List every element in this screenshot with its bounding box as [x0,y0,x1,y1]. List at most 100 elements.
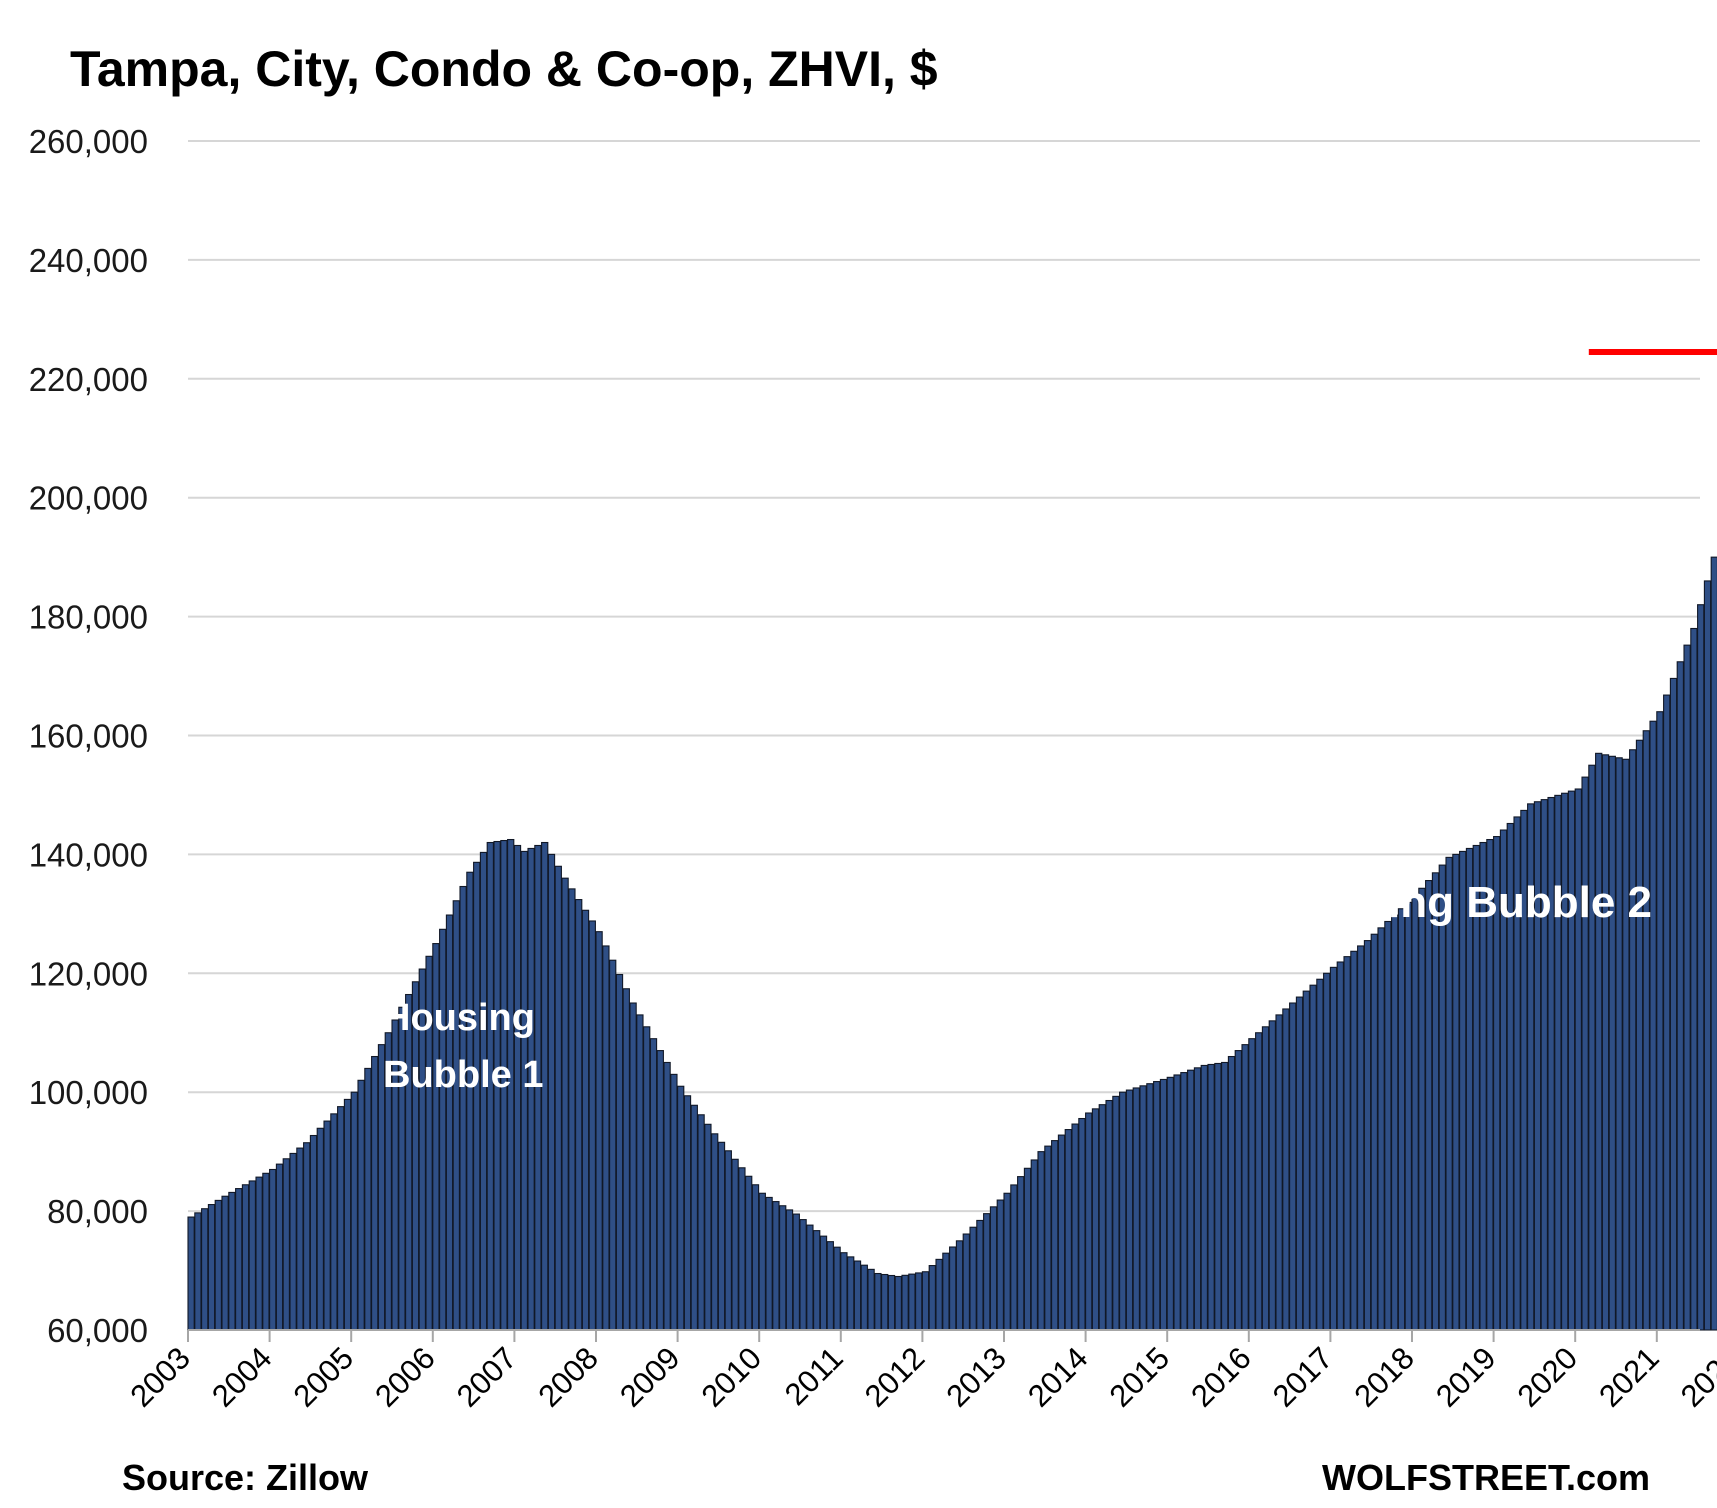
bar [309,1134,318,1331]
bar [1350,950,1358,1331]
bar [1180,1072,1188,1331]
x-tick-label: 2006 [368,1340,442,1414]
bar [1221,1061,1229,1331]
bar [1629,749,1637,1331]
bar [1207,1063,1215,1331]
bar [1159,1078,1168,1331]
bar [1234,1050,1242,1331]
bar [547,853,556,1331]
bar [1166,1076,1174,1331]
bar [1261,1026,1270,1331]
bar [738,1167,746,1331]
y-tick-label: 80,000 [47,1193,148,1230]
bar [1710,556,1717,1331]
bar [1316,978,1324,1331]
bar [1003,1192,1011,1331]
bar [1119,1091,1127,1331]
bar [649,1038,658,1331]
y-tick-label: 260,000 [29,123,148,160]
x-tick-label: 2004 [205,1340,279,1414]
bar [745,1175,753,1331]
bar [201,1208,209,1331]
y-tick-label: 240,000 [29,242,148,279]
bar [731,1158,739,1331]
bar [1384,920,1392,1331]
bar [1642,730,1650,1331]
bar [670,1073,678,1331]
bar [1241,1044,1249,1331]
bar [221,1195,229,1331]
bar [1574,788,1582,1331]
bar [629,1002,637,1331]
bar [969,1226,977,1331]
bar [1173,1074,1181,1331]
bar [989,1206,998,1331]
bar [1329,966,1338,1331]
x-tick-label: 2007 [450,1340,524,1414]
bar [1615,757,1623,1331]
bar [235,1188,243,1331]
bar [248,1180,256,1331]
y-tick-label: 160,000 [29,718,148,755]
bar [364,1067,372,1331]
x-tick-label: 2008 [531,1340,605,1414]
bar [1255,1032,1263,1331]
x-tick-label: 2015 [1103,1340,1177,1414]
bar [1309,984,1317,1331]
bar [473,861,481,1331]
bar [1017,1176,1025,1331]
bar [1676,661,1684,1331]
bar [466,871,474,1331]
bar [697,1114,705,1331]
bar [976,1219,984,1331]
bar [833,1246,841,1331]
bar [581,909,590,1331]
x-tick-label: 2016 [1184,1340,1258,1414]
bar [1078,1117,1086,1331]
x-tick-label: 2020 [1511,1340,1585,1414]
bar [439,928,447,1331]
bar [1418,887,1426,1331]
bar [296,1147,304,1331]
bar [1656,711,1664,1331]
bar [588,920,596,1331]
bar [949,1246,957,1331]
bar [1268,1020,1276,1331]
bar [683,1095,692,1331]
bar [337,1106,345,1331]
bar [275,1163,284,1331]
bar-series [187,556,1717,1331]
x-tick-label: 2003 [123,1340,197,1414]
bar [214,1199,222,1331]
bar [1248,1038,1256,1331]
x-tick-label: 2014 [1021,1340,1095,1414]
bar [881,1273,889,1331]
bar [996,1199,1004,1331]
bar [1588,764,1596,1331]
bar [241,1184,250,1331]
bar [847,1256,855,1331]
annotation-bubble2: Housing Bubble 2 [1278,878,1652,927]
bar [792,1213,800,1331]
bar [704,1123,712,1331]
bar [194,1212,202,1331]
bar [228,1191,236,1331]
annotation-bubble1-line2: Bubble 1 [383,1054,543,1096]
bar [935,1258,943,1331]
bar [1282,1008,1290,1331]
bar [1051,1140,1059,1331]
bar [1601,754,1610,1331]
x-tick-label: 2017 [1266,1340,1340,1414]
bar [663,1061,671,1331]
bar [207,1204,216,1331]
bar [656,1050,664,1331]
bar [853,1260,862,1331]
bar [1370,933,1378,1331]
y-axis-tick-labels: 60,000 80,000 100,000 120,000 140,000 160,000… [29,123,148,1349]
bar [316,1127,324,1331]
bar [711,1133,719,1331]
bar [942,1252,950,1331]
bar [1146,1083,1154,1331]
bar [255,1176,263,1331]
